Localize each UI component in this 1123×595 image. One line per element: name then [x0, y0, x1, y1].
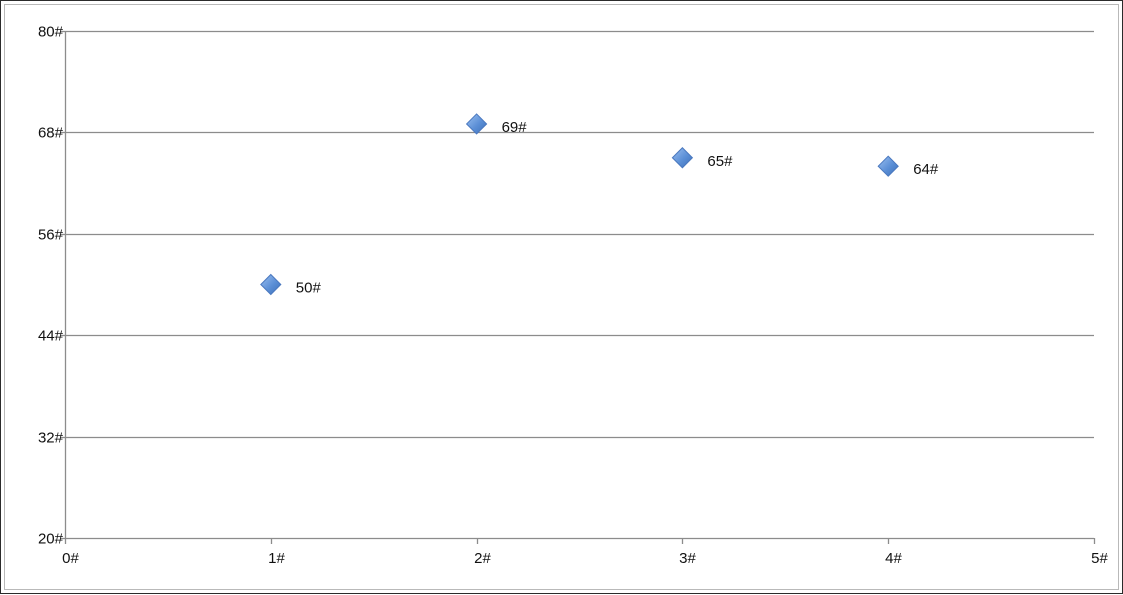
- y-tick-label-1: 32#: [38, 430, 64, 447]
- data-point-4: [877, 155, 899, 177]
- gridlines: [65, 30, 1094, 439]
- data-label-4: 64#: [913, 161, 939, 178]
- x-tick-label-4: 4#: [885, 550, 902, 567]
- data-point-2: [465, 113, 488, 135]
- data-label-3: 65#: [707, 153, 733, 170]
- data-point-1: [260, 273, 282, 296]
- y-tick-label-3: 56#: [38, 227, 64, 244]
- data-points: [260, 113, 899, 296]
- x-tick-label-5: 5#: [1091, 550, 1108, 567]
- x-tick-label-0: 0#: [62, 550, 79, 567]
- y-tick-label-2: 44#: [38, 328, 64, 345]
- y-tick-label-5: 80#: [38, 24, 64, 41]
- y-tick-label-0: 20#: [38, 531, 64, 548]
- tick-labels: 20# 32# 44# 56# 68# 80# 0# 1# 2# 3# 4# 5#: [38, 24, 1109, 568]
- x-tick-label-1: 1#: [268, 550, 285, 567]
- axes: [64, 31, 1094, 540]
- data-point-3: [671, 147, 694, 169]
- y-tick-label-4: 68#: [38, 125, 64, 142]
- data-label-2: 69#: [502, 119, 528, 136]
- data-label-1: 50#: [296, 280, 322, 297]
- x-tick-label-2: 2#: [474, 550, 491, 567]
- data-labels: 50# 69# 65# 64#: [296, 119, 939, 297]
- x-tick-label-3: 3#: [679, 550, 696, 567]
